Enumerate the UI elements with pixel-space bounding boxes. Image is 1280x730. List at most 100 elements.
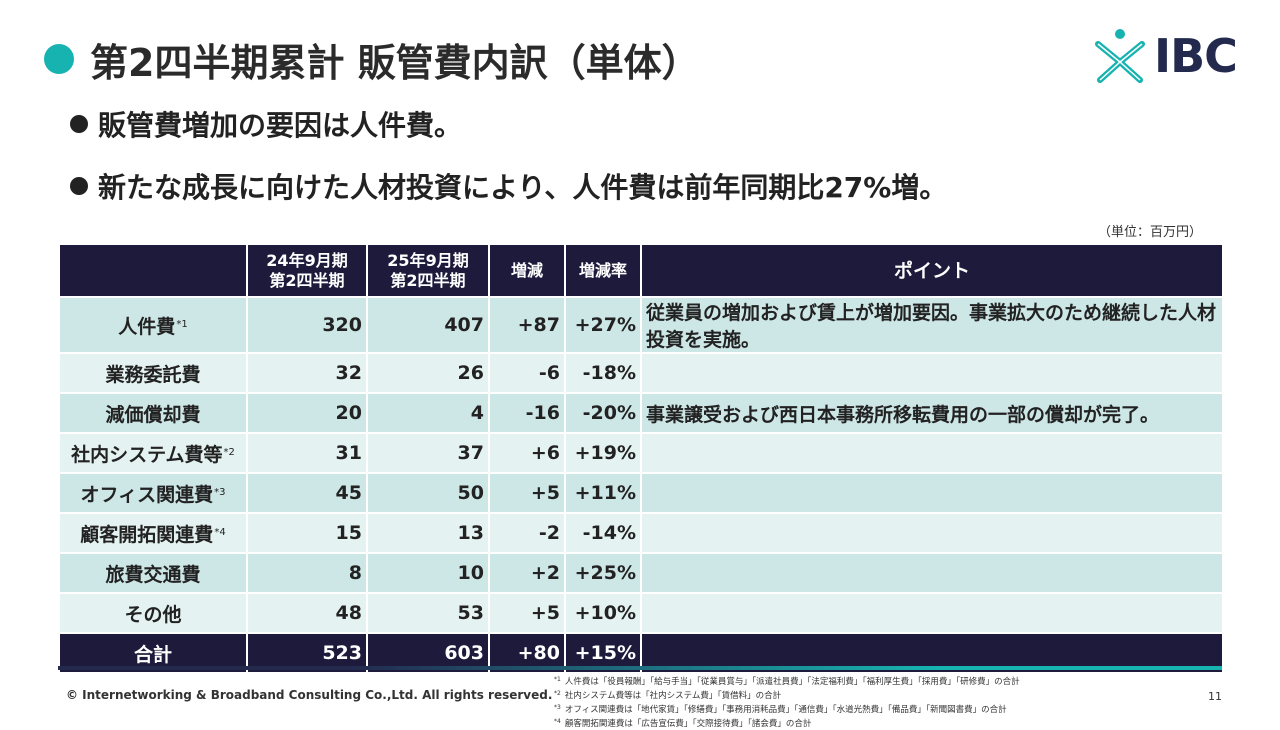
table-row: 旅費交通費 8 10 +2 +25% — [58, 552, 1224, 594]
cell-rate: -14% — [564, 512, 642, 554]
unit-label: （単位：百万円） — [1097, 225, 1202, 240]
cell-diff: +2 — [488, 552, 566, 594]
row-label-text: オフィス関連費 — [80, 483, 214, 506]
cell-prev: 48 — [246, 592, 368, 634]
bullet-dot — [70, 177, 88, 195]
cell-prev: 320 — [246, 296, 368, 354]
row-label: 社内システム費等*2 — [58, 432, 248, 474]
page-number: 11 — [1208, 690, 1222, 703]
table-row: その他 48 53 +5 +10% — [58, 592, 1224, 634]
header-diff: 増減 — [488, 243, 566, 298]
cell-prev: 8 — [246, 552, 368, 594]
cell-prev: 20 — [246, 392, 368, 434]
cell-rate: +27% — [564, 296, 642, 354]
row-label: オフィス関連費*3 — [58, 472, 248, 514]
footnote-marker: *2 — [223, 446, 235, 458]
cell-point: 従業員の増加および賃上が増加要因。事業拡大のため継続した人材投資を実施。 — [640, 296, 1224, 354]
summary-bullets: 販管費増加の要因は人件費。 新たな成長に向けた人材投資により、人件費は前年同期比… — [70, 104, 947, 228]
cell-prev: 45 — [246, 472, 368, 514]
footnote-text: 人件費は「役員報酬」「給与手当」「従業員賞与」「派遣社員費」「法定福利費」「福利… — [564, 677, 1020, 687]
cell-curr: 50 — [366, 472, 490, 514]
row-label-text: 旅費交通費 — [105, 563, 201, 586]
table-row: 業務委託費 32 26 -6 -18% — [58, 352, 1224, 394]
cell-curr: 53 — [366, 592, 490, 634]
row-label-text: 業務委託費 — [105, 363, 201, 386]
logo-text: IBC — [1154, 29, 1238, 83]
ibc-logo: IBC — [1090, 28, 1250, 84]
header-prev-period: 24年9月期 第2四半期 — [246, 243, 368, 298]
footnote-marker: *1 — [176, 318, 188, 330]
row-label: 業務委託費 — [58, 352, 248, 394]
cell-curr: 13 — [366, 512, 490, 554]
cell-prev: 15 — [246, 512, 368, 554]
table-row: オフィス関連費*3 45 50 +5 +11% — [58, 472, 1224, 514]
cell-curr: 26 — [366, 352, 490, 394]
cell-diff: -16 — [488, 392, 566, 434]
row-label-text: 社内システム費等 — [71, 443, 223, 466]
row-label: 旅費交通費 — [58, 552, 248, 594]
cell-curr: 407 — [366, 296, 490, 354]
cell-prev: 31 — [246, 432, 368, 474]
row-label-text: 減価償却費 — [105, 403, 201, 426]
cell-curr: 10 — [366, 552, 490, 594]
footnote-mark: *2 — [554, 690, 561, 697]
footnotes: *1 人件費は「役員報酬」「給与手当」「従業員賞与」「派遣社員費」「法定福利費」「… — [553, 674, 1020, 730]
cell-diff: +87 — [488, 296, 566, 354]
bullet-text: 販管費増加の要因は人件費。 — [98, 109, 463, 142]
cell-point — [640, 552, 1224, 594]
cell-curr: 37 — [366, 432, 490, 474]
footnote-marker: *3 — [214, 486, 226, 498]
bullet-text: 新たな成長に向けた人材投資により、人件費は前年同期比27%増。 — [98, 171, 948, 204]
table-body: 人件費*1 320 407 +87 +27% 従業員の増加および賃上が増加要因。事業拡大の… — [58, 296, 1224, 674]
row-label-text: その他 — [124, 603, 182, 626]
footnote-text: 社内システム費等は「社内システム費」「賃借料」の合計 — [564, 691, 782, 701]
row-label-text: 人件費 — [118, 315, 176, 338]
footnote-item: *2 社内システム費等は「社内システム費」「賃借料」の合計 — [553, 688, 1020, 702]
footnote-mark: *3 — [554, 704, 561, 711]
cell-rate: +10% — [564, 592, 642, 634]
header-label-empty — [58, 243, 248, 298]
bullet-item: 販管費増加の要因は人件費。 — [70, 104, 947, 144]
cell-diff: +5 — [488, 592, 566, 634]
cell-diff: -2 — [488, 512, 566, 554]
header-rate: 増減率 — [564, 243, 642, 298]
footnote-text: 顧客開拓関連費は「広告宣伝費」「交際接待費」「諸会費」の合計 — [564, 719, 812, 729]
cell-point — [640, 512, 1224, 554]
header-curr-text: 25年9月期 第2四半期 — [387, 250, 469, 290]
cell-curr: 4 — [366, 392, 490, 434]
header-prev-text: 24年9月期 第2四半期 — [266, 250, 348, 290]
header-point: ポイント — [640, 243, 1224, 298]
table-row: 顧客開拓関連費*4 15 13 -2 -14% — [58, 512, 1224, 554]
row-label-text: 顧客開拓関連費 — [80, 523, 214, 546]
footnote-mark: *1 — [554, 676, 561, 683]
cell-rate: +11% — [564, 472, 642, 514]
cell-prev: 32 — [246, 352, 368, 394]
cell-rate: +19% — [564, 432, 642, 474]
cell-diff: +5 — [488, 472, 566, 514]
row-label: その他 — [58, 592, 248, 634]
table-row: 社内システム費等*2 31 37 +6 +19% — [58, 432, 1224, 474]
copyright-text: © Internetworking & Broadband Consulting… — [66, 688, 553, 702]
footer-divider — [58, 666, 1222, 670]
bullet-item: 新たな成長に向けた人材投資により、人件費は前年同期比27%増。 — [70, 166, 947, 206]
page-title: 第2四半期累計 販管費内訳（単体） — [90, 41, 700, 85]
row-label: 人件費*1 — [58, 296, 248, 354]
footnote-marker: *4 — [214, 526, 226, 538]
cell-rate: -18% — [564, 352, 642, 394]
cell-diff: +6 — [488, 432, 566, 474]
expense-table: 24年9月期 第2四半期 25年9月期 第2四半期 増減 増減率 ポイント 人件… — [58, 243, 1224, 674]
cell-point — [640, 472, 1224, 514]
ibc-logo-mark-icon — [1095, 29, 1145, 83]
row-label: 減価償却費 — [58, 392, 248, 434]
table-row: 減価償却費 20 4 -16 -20% 事業譲受および西日本事務所移転費用の一部の償却が完… — [58, 392, 1224, 434]
title-bullet-dot — [44, 44, 74, 74]
cell-point — [640, 432, 1224, 474]
footnote-item: *1 人件費は「役員報酬」「給与手当」「従業員賞与」「派遣社員費」「法定福利費」「… — [553, 674, 1020, 688]
cell-rate: +25% — [564, 552, 642, 594]
cell-rate: -20% — [564, 392, 642, 434]
cell-point — [640, 592, 1224, 634]
table-header-row: 24年9月期 第2四半期 25年9月期 第2四半期 増減 増減率 ポイント — [58, 243, 1224, 298]
cell-diff: -6 — [488, 352, 566, 394]
table-row: 人件費*1 320 407 +87 +27% 従業員の増加および賃上が増加要因。事業拡大の… — [58, 296, 1224, 354]
bullet-dot — [70, 115, 88, 133]
